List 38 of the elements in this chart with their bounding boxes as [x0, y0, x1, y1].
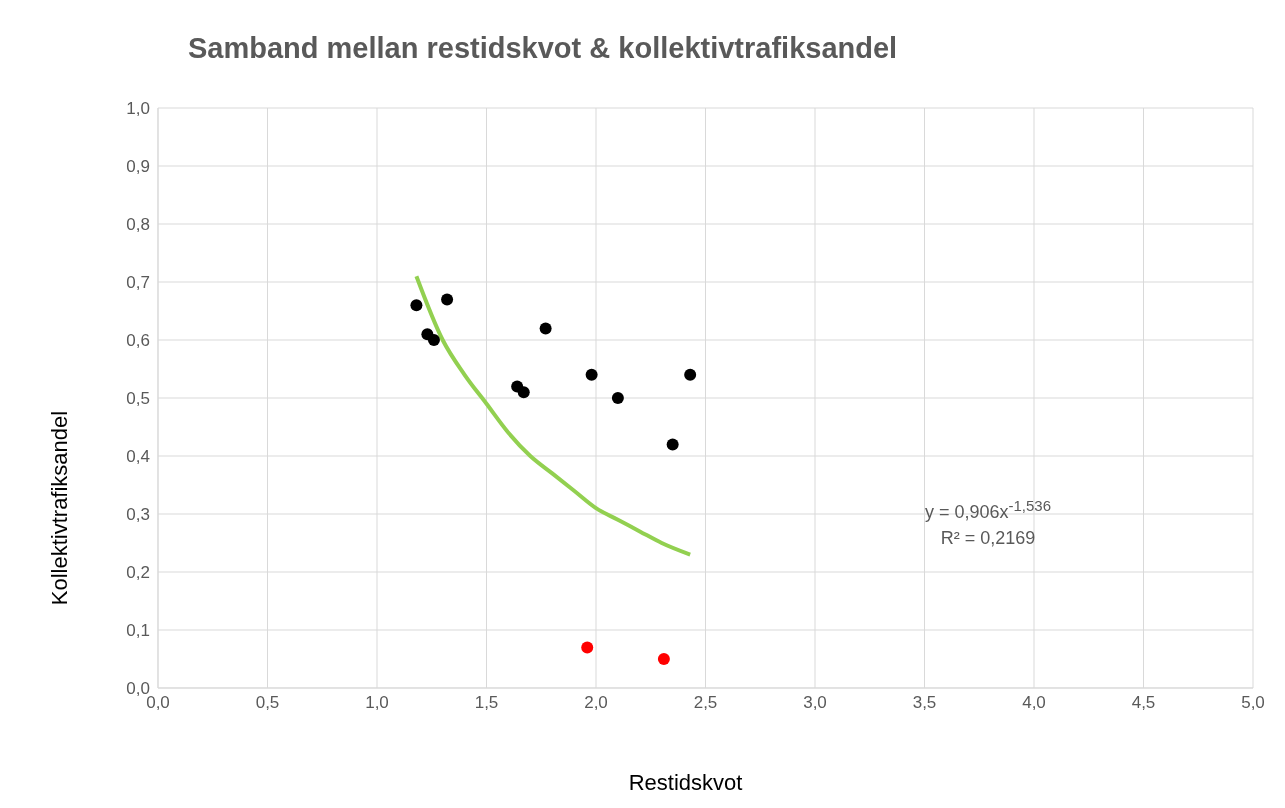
y-tick-label: 0,8: [126, 215, 150, 235]
y-tick-label: 1,0: [126, 99, 150, 119]
x-tick-label: 4,0: [1022, 693, 1046, 713]
point: [684, 368, 697, 381]
y-tick-label: 0,5: [126, 389, 150, 409]
x-tick-label: 0,5: [255, 693, 280, 713]
x-tick-label: 3,5: [912, 693, 937, 713]
y-axis-title: Kollektivtrafiksandel: [47, 410, 73, 606]
point: [410, 299, 423, 312]
y-tick-label: 0,9: [126, 157, 150, 177]
x-tick-label: 2,0: [584, 693, 608, 713]
point: [657, 653, 670, 665]
x-tick-label: 1,5: [474, 693, 499, 713]
point: [517, 386, 530, 399]
chart-title: Samband mellan restidskvot & kollektivtrafiksandel: [188, 32, 898, 65]
point: [427, 334, 440, 346]
y-tick-label: 0,2: [126, 563, 150, 583]
x-tick-label: 2,5: [693, 693, 718, 713]
point: [441, 293, 454, 306]
x-tick-label: 5,0: [1241, 693, 1265, 713]
y-tick-label: 0,1: [126, 621, 150, 641]
point: [611, 392, 624, 404]
line-series: [414, 274, 693, 557]
x-tick-label: 1,0: [365, 693, 389, 713]
annotation: y = 0,906x$^{-1,536}$: [923, 496, 1053, 524]
point: [585, 368, 598, 381]
x-axis-title: Restidskvot: [627, 770, 744, 796]
y-tick-label: 0,4: [126, 447, 150, 467]
point: [581, 641, 594, 654]
point: [539, 322, 552, 335]
y-tick-label: 0,6: [126, 331, 150, 351]
annotation: R² = 0,2169: [939, 527, 1037, 550]
point: [666, 438, 679, 451]
x-tick-label: 0,0: [146, 693, 170, 713]
y-tick-label: 0,3: [126, 505, 150, 525]
x-tick-label: 4,5: [1131, 693, 1156, 713]
x-tick-label: 3,0: [803, 693, 827, 713]
y-tick-label: 0,7: [126, 273, 150, 293]
